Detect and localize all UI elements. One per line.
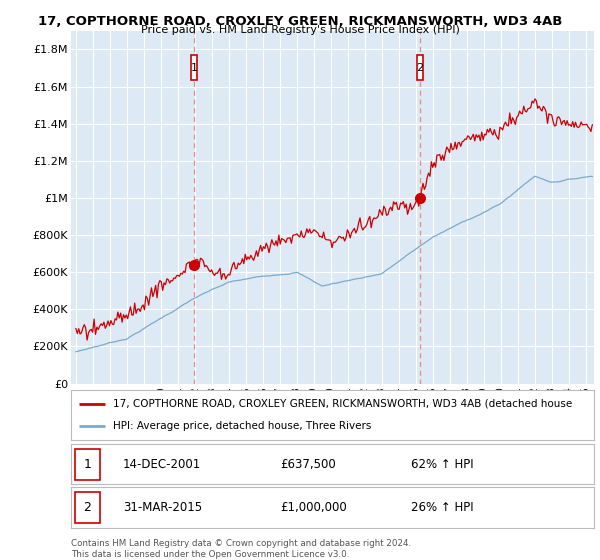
Text: 2: 2 [416, 63, 424, 73]
FancyBboxPatch shape [191, 55, 197, 80]
FancyBboxPatch shape [75, 492, 100, 522]
Text: 17, COPTHORNE ROAD, CROXLEY GREEN, RICKMANSWORTH, WD3 4AB: 17, COPTHORNE ROAD, CROXLEY GREEN, RICKM… [38, 15, 562, 27]
Text: 17, COPTHORNE ROAD, CROXLEY GREEN, RICKMANSWORTH, WD3 4AB (detached house: 17, COPTHORNE ROAD, CROXLEY GREEN, RICKM… [113, 399, 572, 409]
Text: 31-MAR-2015: 31-MAR-2015 [123, 501, 202, 514]
Text: Contains HM Land Registry data © Crown copyright and database right 2024.
This d: Contains HM Land Registry data © Crown c… [71, 539, 411, 559]
Text: Price paid vs. HM Land Registry's House Price Index (HPI): Price paid vs. HM Land Registry's House … [140, 25, 460, 35]
Text: 2: 2 [83, 501, 91, 514]
Text: 14-DEC-2001: 14-DEC-2001 [123, 458, 202, 471]
FancyBboxPatch shape [417, 55, 423, 80]
Text: 1: 1 [190, 63, 197, 73]
FancyBboxPatch shape [75, 449, 100, 479]
Text: £637,500: £637,500 [280, 458, 336, 471]
Text: £1,000,000: £1,000,000 [280, 501, 347, 514]
Text: 26% ↑ HPI: 26% ↑ HPI [411, 501, 473, 514]
Text: 62% ↑ HPI: 62% ↑ HPI [411, 458, 473, 471]
Text: 1: 1 [83, 458, 91, 471]
Text: HPI: Average price, detached house, Three Rivers: HPI: Average price, detached house, Thre… [113, 421, 371, 431]
